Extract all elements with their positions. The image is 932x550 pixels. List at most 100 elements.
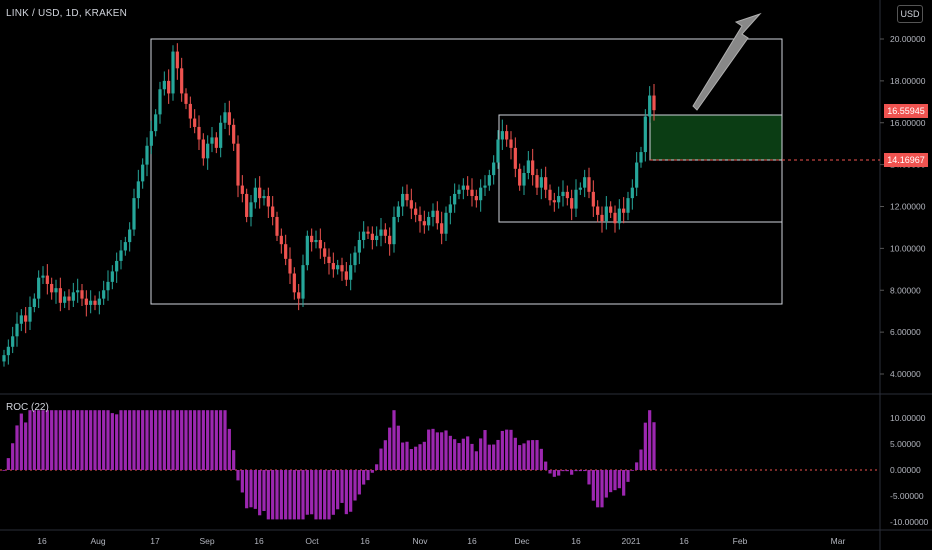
candle-body [379,229,383,236]
roc-bar [609,470,613,493]
candle-body [123,242,127,251]
candle-body [115,260,119,272]
candle-body [487,175,491,186]
target-zone[interactable] [649,114,783,161]
roc-bar [630,470,634,471]
candle-body [2,355,6,362]
time-tick-label: 16 [679,536,689,546]
candle-body [639,152,643,163]
candle-body [323,248,327,257]
roc-bar [652,422,656,470]
roc-bar [6,458,10,470]
candle-body [106,281,110,291]
candle-body [201,139,205,159]
level-price-text: 14.16967 [887,155,925,165]
price-tick-label: 10.00000 [890,243,926,253]
candle-body [513,147,517,169]
candle-body [375,235,379,240]
roc-bar [513,437,517,470]
roc-bar [123,410,127,470]
roc-bar [626,470,630,482]
candle-body [262,196,266,199]
candle-body [366,231,370,234]
time-tick-label: 17 [150,536,160,546]
roc-bar [84,410,88,470]
roc-bar [396,425,400,470]
candle-body [401,193,405,207]
candle-body [630,187,634,199]
roc-bar [154,410,158,470]
time-tick-label: Oct [305,536,319,546]
roc-bar [405,441,409,470]
price-axis[interactable]: 20.0000018.0000016.0000014.0000012.00000… [880,34,926,379]
candle-body [370,233,374,240]
candle-body [431,210,435,217]
candle-body [453,193,457,205]
roc-bar [223,410,227,470]
range-rectangle[interactable] [150,38,783,305]
roc-bar [440,432,444,470]
roc-bar [643,422,647,470]
roc-bar [431,428,435,470]
candle-body [500,131,504,140]
candle-body [418,214,422,222]
candle-body [626,198,630,213]
candle-body [600,214,604,222]
candle-body [591,191,595,207]
roc-bar [466,436,470,470]
candle-body [266,196,270,207]
candle-body [392,216,396,245]
candle-body [622,208,626,213]
roc-tick-label: -10.00000 [890,517,929,527]
consolidation-rectangle[interactable] [498,114,783,223]
roc-tick-label: 0.00000 [890,465,921,475]
roc-bar [232,450,236,470]
roc-bar [500,430,504,470]
roc-bar [505,429,509,470]
candle-body [6,346,10,356]
roc-bar [89,410,93,470]
candle-body [223,112,227,123]
candle-body [84,298,88,305]
candle-body [570,198,574,209]
candle-body [71,292,75,301]
roc-bar [214,410,218,470]
roc-bar [496,439,500,470]
roc-bar [180,410,184,470]
candle-body [470,189,474,197]
candle-body [80,290,84,299]
roc-bar [357,470,361,495]
roc-bar [474,451,478,470]
roc-bar [340,470,344,503]
roc-bar [32,410,36,470]
symbol-title[interactable]: LINK / USD, 1D, KRAKEN [6,8,128,19]
candle-body [362,231,366,240]
roc-bar [284,470,288,520]
candle-body [145,145,149,165]
time-axis[interactable]: 16 Aug 17 Sep 16 Oct 16 Nov 16 Dec 16 2021 16 Feb Mar [37,536,845,546]
roc-bar [162,410,166,470]
roc-bar [253,470,257,509]
roc-bar [366,470,370,481]
roc-bar [422,441,426,470]
candle-body [188,103,192,119]
roc-bar [236,470,240,481]
roc-bar [132,410,136,470]
indicator-label[interactable]: ROC (22) [6,402,49,413]
roc-tick-label: 10.00000 [890,413,926,423]
roc-bar [444,430,448,470]
up-right-arrow[interactable] [692,12,762,111]
candle-body [136,181,140,199]
candle-body [583,177,587,188]
roc-bar [353,470,357,501]
candle-body [167,80,171,94]
candle-body [552,200,556,203]
candle-body [522,173,526,186]
roc-bar [414,446,418,470]
roc-bar [323,470,327,520]
currency-button[interactable]: USD [897,5,923,23]
time-tick-label: Aug [90,536,105,546]
candle-body [466,185,470,190]
roc-axis[interactable]: 10.00000 5.00000 0.00000 -5.00000 -10.00000 [890,413,929,527]
